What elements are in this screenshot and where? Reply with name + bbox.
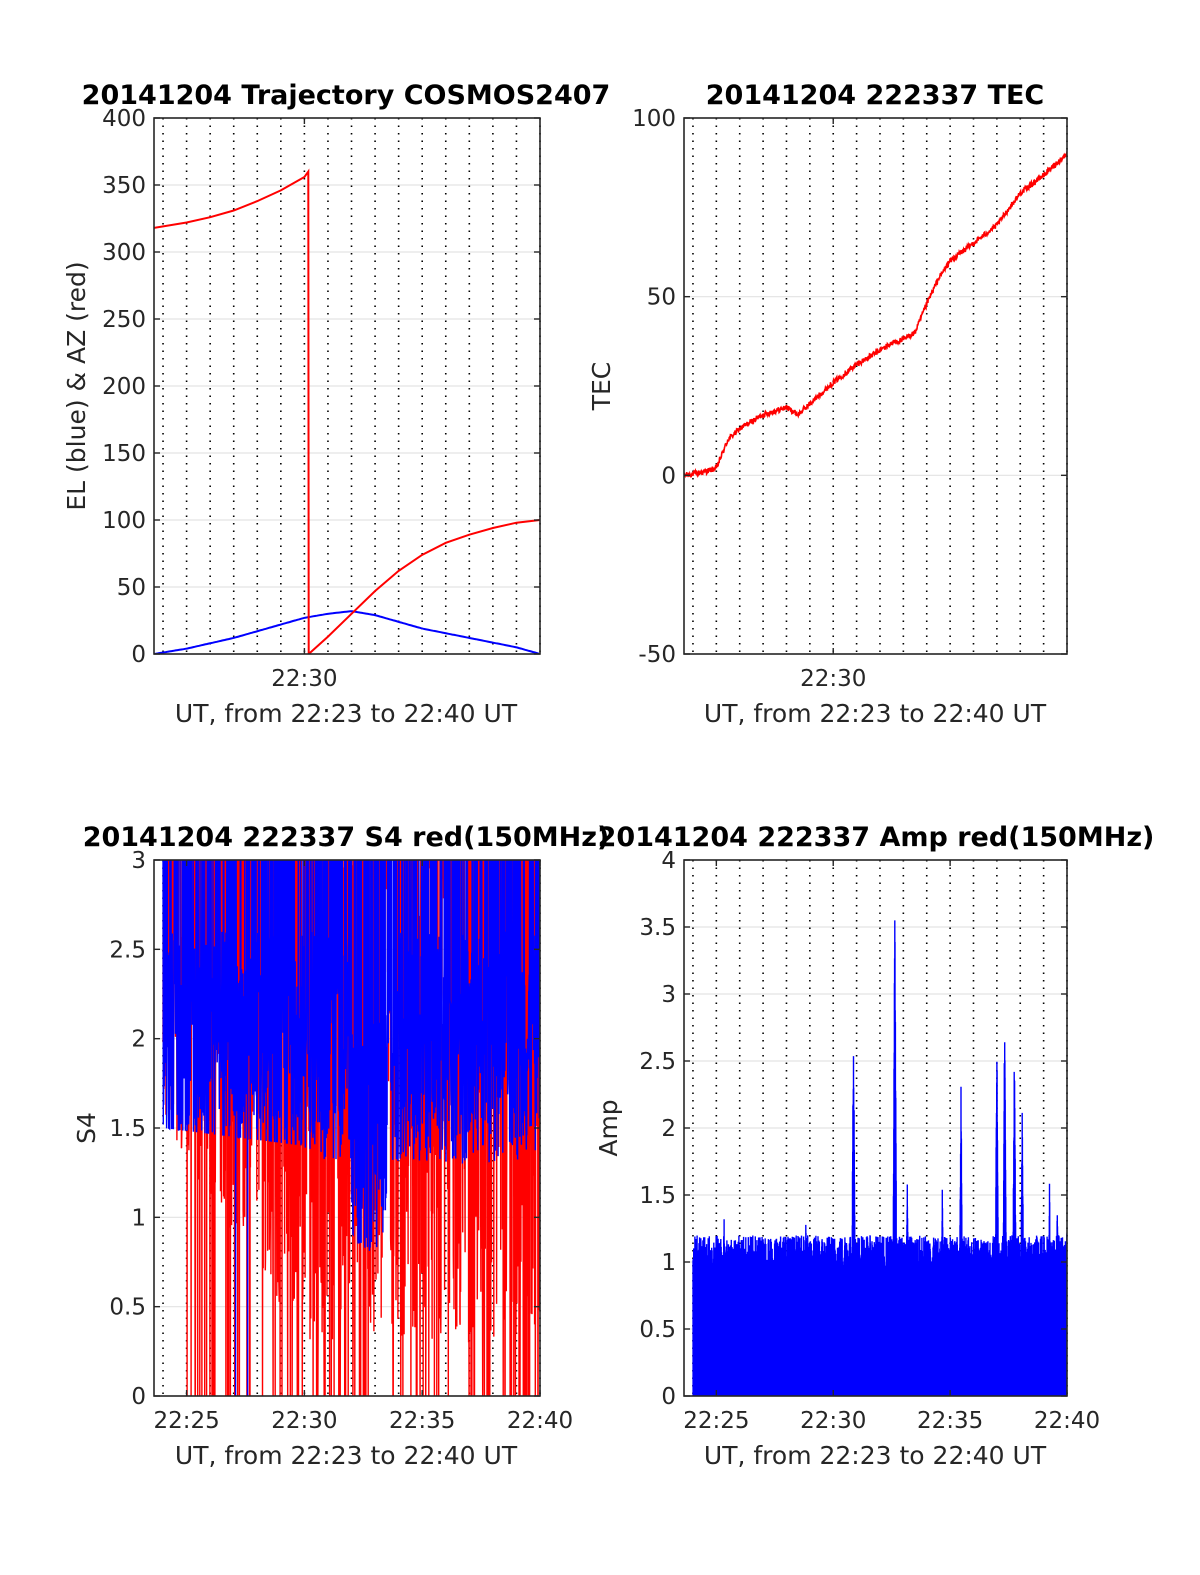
amp-ytick-label: 2 [661, 1116, 676, 1142]
amp-line [692, 920, 1067, 1396]
el-line [154, 610, 540, 654]
s4-ytick-label: 3 [131, 848, 146, 874]
tec-panel: 20141204 222337 TEC UT, from 22:23 to 22… [587, 80, 1068, 728]
tec-axes-box [683, 117, 1068, 655]
amp-data [692, 920, 1067, 1396]
amp-ylabel: Amp [594, 1099, 623, 1156]
s4-blue-line [162, 860, 540, 1396]
s4-xtick-label: 22:35 [389, 1408, 455, 1434]
tec-ylabel: TEC [587, 362, 616, 412]
tec-ytick-label: -50 [638, 642, 676, 668]
s4-xtick-label: 22:25 [153, 1408, 219, 1434]
s4-ytick-label: 0 [131, 1384, 146, 1410]
az-line [154, 168, 540, 654]
s4-ytick-label: 0.5 [109, 1295, 146, 1321]
s4-xlabel: UT, from 22:23 to 22:40 UT [175, 1441, 518, 1470]
tec-ytick-label: 50 [647, 285, 676, 311]
amp-ytick-label: 0.5 [639, 1317, 676, 1343]
trajectory-xtick-label: 22:30 [271, 666, 337, 692]
amp-ytick-label: 4 [661, 848, 676, 874]
trajectory-panel: 20141204 Trajectory COSMOS2407 UT, from … [62, 80, 610, 728]
tec-line [684, 151, 1067, 479]
trajectory-ytick-label: 250 [102, 307, 146, 333]
s4-ytick-label: 2 [131, 1027, 146, 1053]
tec-xlabel: UT, from 22:23 to 22:40 UT [704, 699, 1047, 728]
s4-ytick-label: 1 [131, 1205, 146, 1231]
tec-plot-area [684, 118, 1067, 654]
trajectory-ytick-label: 100 [102, 508, 146, 534]
amp-ytick-label: 3.5 [639, 915, 676, 941]
s4-ytick-label: 1.5 [109, 1116, 146, 1142]
s4-xtick-label: 22:30 [271, 1408, 337, 1434]
amp-ytick-label: 2.5 [639, 1049, 676, 1075]
trajectory-ytick-label: 200 [102, 374, 146, 400]
s4-ylabel: S4 [72, 1112, 101, 1144]
amp-ytick-label: 0 [661, 1384, 676, 1410]
trajectory-data [154, 168, 540, 654]
tec-title: 20141204 222337 TEC [706, 80, 1045, 111]
trajectory-ytick-label: 0 [131, 642, 146, 668]
tec-ytick-label: 0 [661, 463, 676, 489]
s4-title: 20141204 222337 S4 red(150MHz) [83, 822, 610, 853]
trajectory-xlabel: UT, from 22:23 to 22:40 UT [175, 699, 518, 728]
s4-xtick-label: 22:40 [507, 1408, 573, 1434]
tec-data [684, 151, 1067, 479]
amp-panel: 20141204 222337 Amp red(150MHz) UT, from… [594, 822, 1154, 1470]
amp-ytick-label: 3 [661, 982, 676, 1008]
amp-ytick-label: 1.5 [639, 1183, 676, 1209]
trajectory-ylabel: EL (blue) & AZ (red) [62, 261, 91, 510]
amp-ytick-label: 1 [661, 1250, 676, 1276]
s4-ytick-label: 2.5 [109, 937, 146, 963]
amp-xtick-label: 22:40 [1034, 1408, 1100, 1434]
amp-xtick-label: 22:25 [683, 1408, 749, 1434]
tec-ytick-label: 100 [632, 106, 676, 132]
amp-xtick-label: 22:30 [800, 1408, 866, 1434]
tec-xtick-label: 22:30 [800, 666, 866, 692]
trajectory-ytick-label: 50 [117, 575, 146, 601]
amp-xtick-label: 22:35 [917, 1408, 983, 1434]
s4-data [162, 860, 540, 1396]
trajectory-title: 20141204 Trajectory COSMOS2407 [82, 80, 611, 111]
trajectory-ytick-label: 400 [102, 106, 146, 132]
s4-panel: 20141204 222337 S4 red(150MHz) UT, from … [72, 822, 610, 1470]
trajectory-ytick-label: 300 [102, 240, 146, 266]
amp-xlabel: UT, from 22:23 to 22:40 UT [704, 1441, 1047, 1470]
trajectory-ytick-label: 150 [102, 441, 146, 467]
amp-title: 20141204 222337 Amp red(150MHz) [598, 822, 1155, 853]
trajectory-ytick-label: 350 [102, 173, 146, 199]
